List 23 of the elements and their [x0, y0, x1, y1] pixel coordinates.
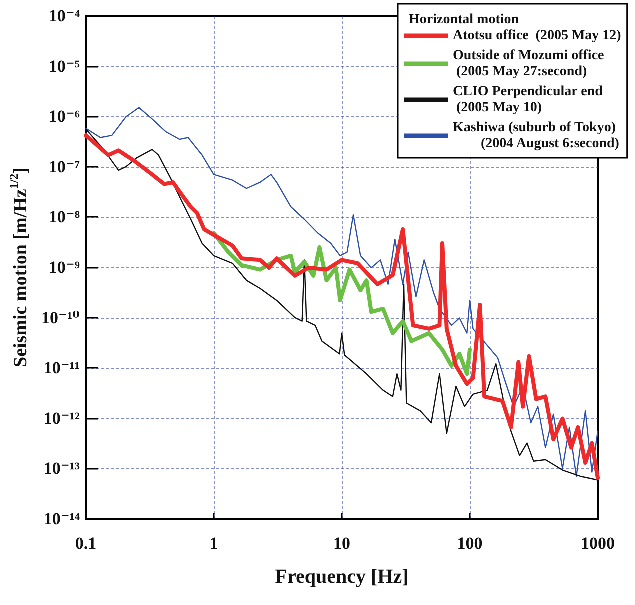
x-tick-label: 0.1 [75, 534, 97, 553]
y-tick-label: 10⁻⁵ [48, 56, 80, 76]
y-tick-label: 10⁻¹⁴ [44, 510, 80, 528]
legend-label: Outside of Mozumi office (2005 May 27:second) [453, 48, 604, 80]
y-tick-label: 10⁻⁷ [48, 157, 80, 176]
x-tick-label: 1000 [581, 534, 615, 553]
legend-label: CLIO Perpendicular end (2005 May 10) [453, 84, 604, 116]
y-tick-label: 10⁻¹⁰ [41, 308, 80, 328]
y-axis-title: Seismic motion [m/Hz1/2] [7, 167, 32, 368]
y-tick-label: 10⁻⁶ [48, 107, 80, 126]
y-tick-label: 10⁻¹¹ [44, 358, 80, 378]
y-tick-label: 10⁻⁴ [48, 6, 80, 26]
x-tick-label: 1 [210, 534, 218, 553]
legend-title: Horizontal motion [409, 12, 520, 28]
y-tick-label: 10⁻⁹ [48, 258, 80, 277]
y-tick-label: 10⁻¹² [44, 408, 80, 428]
x-tick-label: 100 [457, 534, 483, 553]
legend-label: Atotsu office (2005 May 12) [453, 28, 622, 44]
x-tick-label: 10 [334, 534, 350, 553]
y-tick-label: 10⁻¹³ [44, 459, 80, 478]
legend-label: Kashiwa (suburb of Tokyo) (2004 August 6:second) [453, 120, 620, 152]
x-axis-title: Frequency [Hz] [275, 566, 409, 588]
y-tick-label: 10⁻⁸ [48, 208, 80, 227]
